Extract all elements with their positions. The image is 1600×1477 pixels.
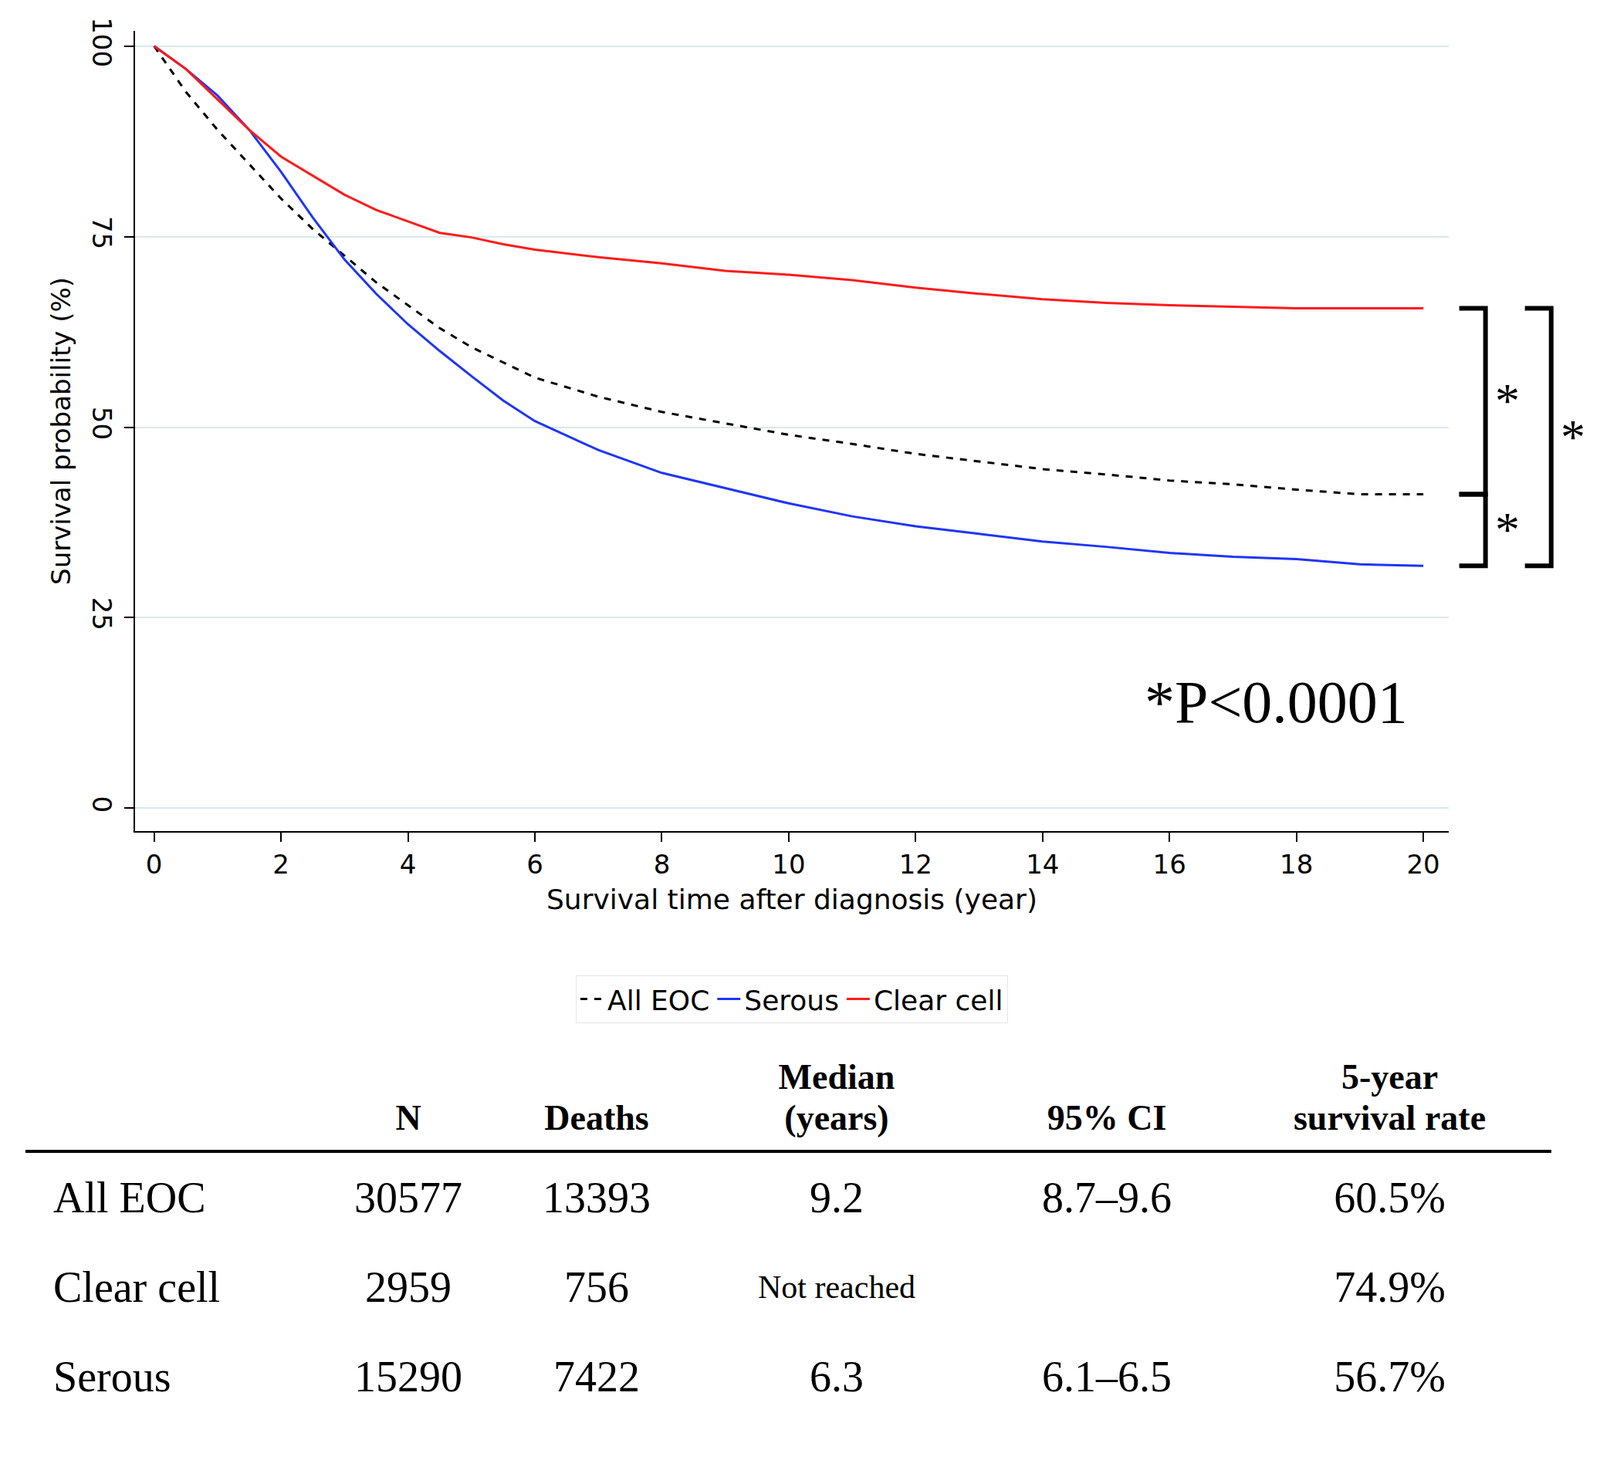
svg-text:*: * (1560, 409, 1586, 465)
html-text:survival rate: survival rate (1293, 1098, 1486, 1138)
html-text:All EOC: All EOC (53, 1173, 206, 1222)
html-text:95% CI: 95% CI (1047, 1098, 1167, 1138)
html-text:74.9%: 74.9% (1333, 1263, 1446, 1312)
html-text:6.3: 6.3 (809, 1352, 864, 1401)
html-text:6.1–6.5: 6.1–6.5 (1041, 1352, 1172, 1401)
svg-text:18: 18 (1279, 849, 1313, 880)
html-text:8.7–9.6: 8.7–9.6 (1041, 1173, 1172, 1222)
svg-text:Survival probability (%): Survival probability (%) (45, 277, 77, 586)
svg-text:6: 6 (526, 849, 544, 880)
html-text:15290: 15290 (354, 1352, 463, 1401)
svg-text:75: 75 (86, 216, 118, 250)
svg-text:8: 8 (653, 849, 671, 880)
html-text:Serous: Serous (53, 1352, 171, 1401)
svg-text:14: 14 (1025, 849, 1059, 880)
html-text:756: 756 (564, 1263, 630, 1312)
html-text:2959: 2959 (365, 1263, 452, 1312)
svg-text:20: 20 (1406, 849, 1440, 880)
html-text:Deaths: Deaths (544, 1098, 649, 1138)
svg-text:10: 10 (771, 849, 806, 880)
svg-text:25: 25 (86, 597, 118, 631)
svg-text:*: * (1495, 373, 1520, 429)
svg-text:Survival time after diagnosis: Survival time after diagnosis (year) (546, 883, 1038, 916)
svg-text:50: 50 (86, 406, 118, 440)
svg-text:4: 4 (399, 849, 417, 880)
html-text:56.7%: 56.7% (1333, 1352, 1446, 1401)
svg-text:*: * (1495, 502, 1520, 558)
html-text:N: N (395, 1098, 422, 1138)
svg-text:100: 100 (86, 16, 118, 68)
html-text:Median: Median (778, 1057, 895, 1097)
html-text:60.5%: 60.5% (1333, 1173, 1446, 1222)
html-text:9.2: 9.2 (809, 1173, 864, 1222)
html-text:Not reached: Not reached (757, 1269, 916, 1306)
svg-text:0: 0 (86, 795, 118, 813)
svg-text:All EOC: All EOC (607, 984, 710, 1017)
svg-text:Serous: Serous (744, 984, 839, 1017)
svg-text:0: 0 (145, 849, 163, 880)
svg-text:*P<0.0001: *P<0.0001 (1144, 668, 1408, 736)
svg-text:2: 2 (272, 849, 290, 880)
html-text:13393: 13393 (542, 1173, 651, 1222)
html-text:(years): (years) (784, 1098, 889, 1138)
html-text:5-year: 5-year (1341, 1057, 1438, 1097)
html-text:7422: 7422 (553, 1352, 640, 1401)
html-text:Clear cell: Clear cell (53, 1263, 221, 1312)
svg-text:12: 12 (899, 849, 933, 880)
svg-text:Clear cell: Clear cell (873, 984, 1004, 1017)
html-text:30577: 30577 (354, 1173, 463, 1222)
svg-text:16: 16 (1153, 849, 1187, 880)
